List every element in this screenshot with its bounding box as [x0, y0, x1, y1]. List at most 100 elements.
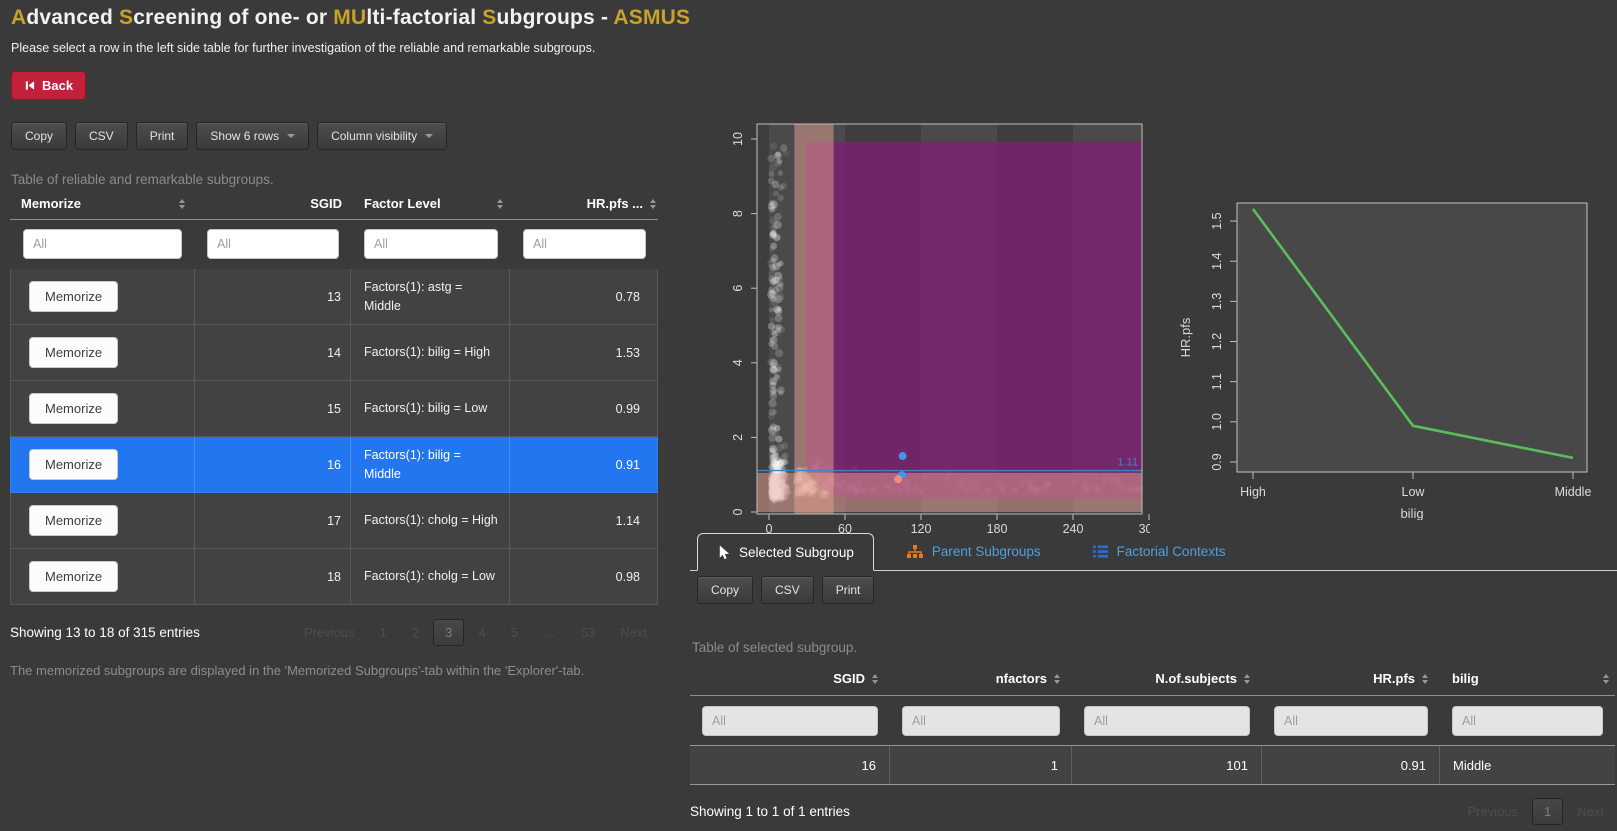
- hr-pfs-filter-input[interactable]: [1274, 706, 1428, 736]
- print-button[interactable]: Print: [821, 576, 875, 604]
- column-header-sgid[interactable]: SGID: [690, 671, 890, 686]
- table-row[interactable]: 16 1 101 0.91 Middle: [690, 745, 1615, 785]
- subgroups-table: Memorize SGID Factor Level HR.pfs ... Me…: [10, 196, 658, 678]
- csv-button[interactable]: CSV: [75, 122, 128, 150]
- cell-sgid: 13: [195, 269, 351, 324]
- title-segment: dvanced: [26, 6, 120, 29]
- sgid-filter-input[interactable]: [702, 706, 878, 736]
- pagination-page-button[interactable]: 5: [510, 625, 518, 640]
- table-row[interactable]: Memorize 17 Factors(1): cholg = High 1.1…: [10, 493, 658, 549]
- pagination-previous[interactable]: Previous: [304, 625, 355, 640]
- pagination-page-button[interactable]: 1: [379, 625, 387, 640]
- svg-text:Low: Low: [1402, 485, 1426, 499]
- tab-parent-subgroups[interactable]: Parent Subgroups: [888, 533, 1060, 570]
- pagination-page-button[interactable]: 1: [1532, 798, 1564, 825]
- pagination-next[interactable]: Next: [1577, 804, 1604, 819]
- cell-hr-pfs: 0.91: [615, 457, 640, 472]
- cursor-icon: [719, 545, 730, 559]
- table-row-selected[interactable]: Memorize 16 Factors(1): bilig = Middle 0…: [10, 437, 658, 493]
- sitemap-icon: [906, 544, 923, 558]
- svg-text:Middle: Middle: [1555, 485, 1592, 499]
- memorize-button[interactable]: Memorize: [29, 561, 119, 592]
- svg-text:1.0: 1.0: [1210, 413, 1224, 430]
- memorize-button[interactable]: Memorize: [29, 281, 119, 312]
- column-header-nfactors[interactable]: nfactors: [890, 671, 1072, 686]
- selected-table-caption: Table of selected subgroup.: [692, 640, 858, 655]
- back-button[interactable]: Back: [11, 71, 87, 100]
- bilig-filter-input[interactable]: [1452, 706, 1603, 736]
- title-segment: lti-factorial: [366, 6, 483, 29]
- cell-hr-pfs: 0.91: [1262, 746, 1440, 784]
- n-of-subjects-filter-input[interactable]: [1084, 706, 1250, 736]
- cell-sgid: 16: [195, 437, 351, 492]
- column-header-hr-pfs[interactable]: HR.pfs: [1262, 671, 1440, 686]
- svg-text:1.4: 1.4: [1210, 252, 1224, 269]
- memorize-button[interactable]: Memorize: [29, 505, 119, 536]
- svg-text:0.9: 0.9: [1210, 453, 1224, 470]
- table-header-row: Memorize SGID Factor Level HR.pfs ...: [10, 196, 658, 220]
- selected-table-toolbar: Copy CSV Print: [697, 576, 875, 604]
- page-info: Showing 13 to 18 of 315 entries: [10, 625, 200, 640]
- title-segment: ASMUS: [613, 6, 691, 29]
- title-segment: MU: [333, 6, 367, 29]
- sort-arrows-icon: [650, 198, 656, 209]
- tab-selected-subgroup[interactable]: Selected Subgroup: [697, 533, 874, 571]
- table-row[interactable]: Memorize 13 Factors(1): astg = Middle 0.…: [10, 269, 658, 325]
- title-segment: creening of one- or: [133, 6, 334, 29]
- list-icon: [1092, 545, 1108, 558]
- svg-text:300: 300: [1139, 522, 1150, 536]
- cell-sgid: 16: [690, 746, 890, 784]
- svg-text:HR.pfs: HR.pfs: [1178, 317, 1193, 357]
- sgid-filter-input[interactable]: [207, 229, 339, 259]
- left-table-toolbar: Copy CSV Print Show 6 rows Column visibi…: [11, 122, 448, 150]
- svg-text:60: 60: [838, 522, 852, 536]
- pagination-next[interactable]: Next: [620, 625, 647, 640]
- print-button[interactable]: Print: [135, 122, 189, 150]
- copy-button[interactable]: Copy: [11, 122, 68, 150]
- column-header-bilig[interactable]: bilig: [1440, 671, 1615, 686]
- svg-text:High: High: [1240, 485, 1266, 499]
- column-header-sgid[interactable]: SGID: [310, 196, 342, 211]
- copy-button[interactable]: Copy: [697, 576, 754, 604]
- show-rows-dropdown[interactable]: Show 6 rows: [196, 122, 310, 150]
- tab-factorial-contexts[interactable]: Factorial Contexts: [1074, 533, 1245, 570]
- cell-sgid: 17: [195, 493, 351, 548]
- column-visibility-dropdown[interactable]: Column visibility: [317, 122, 448, 150]
- pagination-page-button[interactable]: 2: [411, 625, 420, 640]
- memorize-button[interactable]: Memorize: [29, 337, 119, 368]
- pagination-page-button[interactable]: 53: [580, 625, 596, 640]
- memorize-filter-input[interactable]: [23, 229, 182, 259]
- svg-text:bilig: bilig: [1400, 506, 1423, 520]
- cell-hr-pfs: 1.53: [615, 345, 640, 360]
- title-segment: S: [482, 6, 497, 29]
- cell-n-of-subjects: 101: [1072, 746, 1262, 784]
- column-header-memorize[interactable]: Memorize: [10, 196, 194, 211]
- column-header-factor-level[interactable]: Factor Level: [351, 196, 510, 211]
- hr-pfs-filter-input[interactable]: [523, 229, 646, 259]
- cell-hr-pfs: 1.14: [615, 513, 640, 528]
- memorize-button[interactable]: Memorize: [29, 449, 119, 480]
- cell-nfactors: 1: [890, 746, 1072, 784]
- cell-hr-pfs: 0.78: [615, 289, 640, 304]
- caret-down-icon: [425, 134, 434, 138]
- factor-level-filter-input[interactable]: [364, 229, 498, 259]
- memorize-button[interactable]: Memorize: [29, 393, 119, 424]
- column-header-n-of-subjects[interactable]: N.of.subjects: [1072, 671, 1262, 686]
- svg-text:10: 10: [731, 132, 745, 146]
- cell-sgid: 18: [195, 549, 351, 604]
- column-header-hr-pfs[interactable]: HR.pfs ...: [510, 196, 658, 211]
- sort-arrows-icon: [1244, 673, 1250, 684]
- pagination-page-button[interactable]: 3: [433, 619, 465, 646]
- csv-button[interactable]: CSV: [761, 576, 814, 604]
- skip-back-icon: [25, 81, 35, 90]
- table-row[interactable]: Memorize 15 Factors(1): bilig = Low 0.99: [10, 381, 658, 437]
- table-row[interactable]: Memorize 14 Factors(1): bilig = High 1.5…: [10, 325, 658, 381]
- pagination-page-button[interactable]: 4: [478, 625, 486, 640]
- nfactors-filter-input[interactable]: [902, 706, 1060, 736]
- sort-arrows-icon: [872, 673, 878, 684]
- table-row[interactable]: Memorize 18 Factors(1): cholg = Low 0.98: [10, 549, 658, 605]
- table-header-row: SGID nfactors N.of.subjects HR.pfs bilig: [690, 663, 1615, 696]
- pagination: Previous 1 2 3 4 5 … 53 Next: [293, 619, 658, 646]
- pagination-previous[interactable]: Previous: [1467, 804, 1519, 819]
